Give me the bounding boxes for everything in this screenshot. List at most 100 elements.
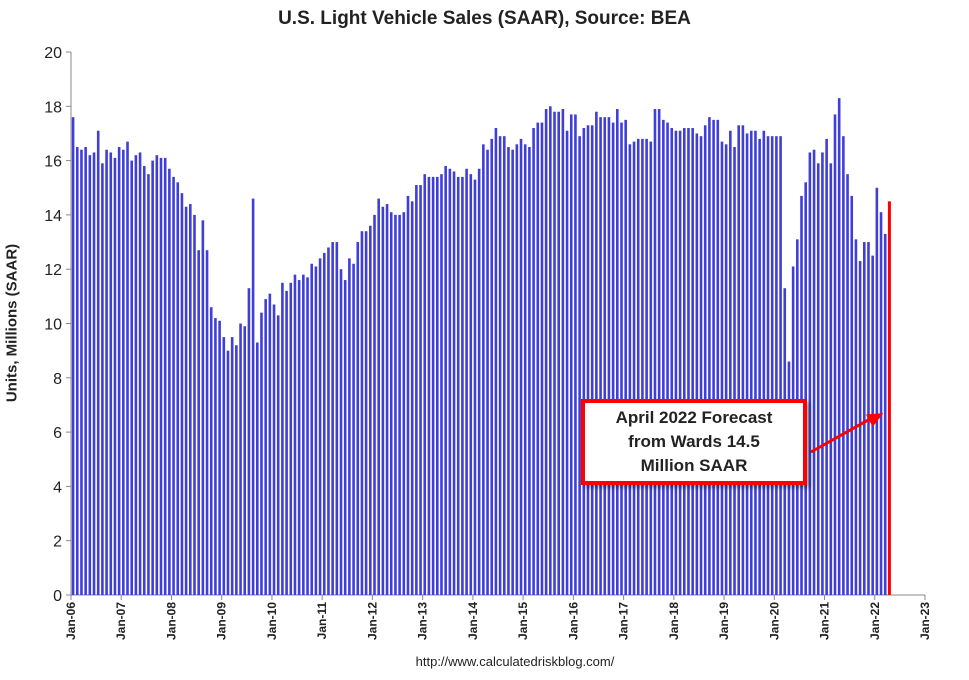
bar xyxy=(540,122,544,595)
x-tick-label: Jan-13 xyxy=(416,602,430,640)
forecast-bar xyxy=(887,201,891,595)
bar xyxy=(92,152,96,595)
bar xyxy=(314,266,318,595)
bar xyxy=(163,157,167,595)
chart-title: U.S. Light Vehicle Sales (SAAR), Source:… xyxy=(278,8,691,29)
bar xyxy=(134,155,138,596)
bar xyxy=(410,201,414,595)
bar xyxy=(620,122,623,595)
bar xyxy=(302,274,305,595)
bar xyxy=(758,138,761,595)
bar xyxy=(423,174,427,596)
bar xyxy=(494,128,498,595)
forecast-group xyxy=(887,201,891,595)
bar xyxy=(574,114,577,595)
bar xyxy=(875,187,879,595)
source-url: http://www.calculatedriskblog.com/ xyxy=(415,654,615,669)
bar xyxy=(724,144,728,595)
bar xyxy=(322,252,326,595)
bar xyxy=(729,130,732,596)
bar xyxy=(281,282,284,595)
y-ticks: 0 2 4 6 8 10 12 14 16 18 20 xyxy=(44,45,71,605)
x-tick-label: Jan-19 xyxy=(717,602,731,640)
bar xyxy=(528,147,531,595)
bar xyxy=(436,176,439,595)
x-tick-label: Jan-17 xyxy=(617,602,631,640)
bar xyxy=(678,130,682,596)
bar xyxy=(469,174,473,596)
y-tick-label: 8 xyxy=(53,371,62,388)
y-tick-label: 14 xyxy=(44,208,62,225)
annotation-arrow-line xyxy=(810,415,875,454)
bar xyxy=(431,176,435,595)
bar xyxy=(151,160,154,595)
bar xyxy=(766,136,770,596)
bar xyxy=(71,117,75,595)
bar xyxy=(674,130,678,596)
bar xyxy=(331,242,334,596)
bar xyxy=(239,323,242,595)
bar xyxy=(586,125,590,596)
bar xyxy=(377,198,380,596)
y-tick-label: 18 xyxy=(44,99,62,116)
bar xyxy=(310,263,314,595)
bar xyxy=(775,136,778,596)
bar xyxy=(389,212,393,595)
bar xyxy=(502,136,506,596)
bars xyxy=(71,98,887,596)
bar xyxy=(243,326,247,595)
bar xyxy=(205,250,209,595)
bar xyxy=(394,214,397,595)
bar xyxy=(829,163,833,595)
bar xyxy=(762,130,766,596)
bar xyxy=(364,231,368,595)
bar xyxy=(339,269,343,595)
bar xyxy=(779,136,782,596)
x-tick-label: Jan-12 xyxy=(365,602,379,640)
bar xyxy=(126,141,129,595)
bar xyxy=(498,136,502,596)
bar xyxy=(712,119,715,595)
bar xyxy=(461,176,464,595)
bar xyxy=(682,128,686,595)
x-tick-label: Jan-22 xyxy=(868,602,882,640)
y-tick-label: 2 xyxy=(53,534,62,551)
bar xyxy=(189,204,192,596)
bar xyxy=(825,138,828,595)
annotation-arrow-head xyxy=(866,413,884,427)
bar xyxy=(858,261,862,595)
bar xyxy=(486,149,489,596)
bar xyxy=(381,206,385,595)
bar xyxy=(708,117,711,595)
bar xyxy=(209,307,213,595)
bar xyxy=(737,125,741,596)
y-tick-label: 16 xyxy=(44,154,62,171)
bar xyxy=(549,106,552,596)
bar xyxy=(632,141,636,595)
bar xyxy=(260,312,263,595)
bar xyxy=(532,128,535,595)
bar xyxy=(289,282,293,595)
x-tick-label: Jan-07 xyxy=(114,602,128,640)
bar xyxy=(172,176,175,595)
bar xyxy=(348,258,351,595)
bar xyxy=(130,160,133,595)
bar xyxy=(653,109,657,595)
bar xyxy=(557,111,560,595)
bar xyxy=(427,176,431,595)
x-tick-label: Jan-18 xyxy=(667,602,681,640)
bar xyxy=(687,128,690,595)
bar xyxy=(800,195,803,595)
x-tick-label: Jan-06 xyxy=(64,602,78,640)
bar xyxy=(159,157,163,595)
bar xyxy=(816,163,820,595)
bar xyxy=(360,231,364,595)
bar xyxy=(854,239,858,595)
bar xyxy=(695,133,699,595)
bar xyxy=(544,109,548,595)
bar xyxy=(176,182,180,595)
bar xyxy=(448,168,452,595)
x-ticks: Jan-06 Jan-07 Jan-08 Jan-09 Jan-10 Jan-11 Jan-… xyxy=(64,595,932,640)
bar xyxy=(582,128,586,595)
